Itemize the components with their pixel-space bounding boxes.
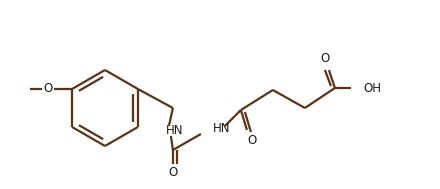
Text: O: O (247, 135, 257, 147)
Text: O: O (320, 51, 330, 64)
Text: O: O (44, 83, 53, 95)
Text: HN: HN (166, 123, 183, 136)
Text: O: O (168, 166, 177, 178)
Text: HN: HN (213, 122, 231, 135)
Text: OH: OH (363, 81, 381, 94)
